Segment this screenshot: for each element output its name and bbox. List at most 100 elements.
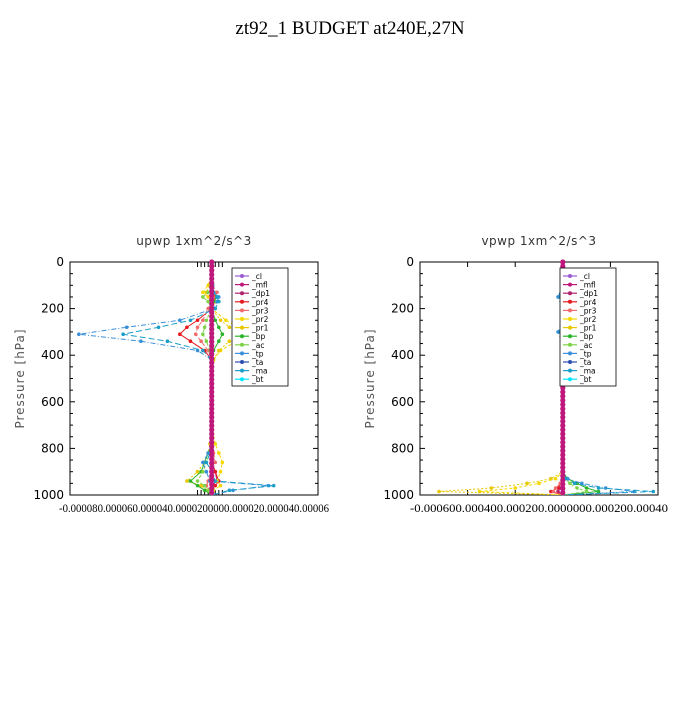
series-line-pr2 bbox=[202, 262, 252, 495]
legend-marker-bt bbox=[240, 377, 244, 382]
series-marker-tp bbox=[124, 325, 129, 330]
zero-profile-marker bbox=[209, 351, 215, 357]
series-marker-ac bbox=[201, 332, 205, 337]
zero-profile-marker bbox=[560, 422, 566, 429]
zero-profile-marker bbox=[209, 439, 215, 445]
zero-profile-marker bbox=[560, 477, 566, 483]
series-marker-ma bbox=[213, 306, 218, 311]
series-marker-pr1 bbox=[218, 318, 223, 323]
zero-profile-marker bbox=[560, 448, 566, 454]
zero-profile-marker bbox=[209, 288, 215, 294]
zero-profile-marker bbox=[560, 469, 566, 475]
y-tick-label: 800 bbox=[391, 441, 414, 455]
legend-label-cl: _cl bbox=[251, 272, 262, 281]
series-marker-ac bbox=[202, 325, 207, 330]
series-marker-bp bbox=[213, 318, 218, 323]
zero-profile-marker bbox=[209, 263, 215, 269]
zero-profile-marker bbox=[209, 318, 215, 324]
y-tick-label: 600 bbox=[391, 395, 414, 409]
series-marker-pr2 bbox=[553, 476, 558, 481]
zero-profile-marker bbox=[560, 485, 566, 492]
series-marker-ma bbox=[213, 479, 218, 483]
series-marker-tp bbox=[178, 318, 182, 323]
legend-marker-cl bbox=[240, 274, 244, 278]
series-marker-pr3 bbox=[553, 486, 558, 490]
series-marker-ac bbox=[568, 481, 572, 486]
series-marker-ma bbox=[651, 489, 656, 494]
legend-marker-ta bbox=[568, 360, 572, 364]
legend-label-pr4: _pr4 bbox=[579, 298, 597, 307]
series-marker-ma bbox=[215, 295, 219, 299]
series-marker-ac bbox=[575, 486, 579, 490]
zero-profile-marker bbox=[209, 343, 215, 349]
zero-profile-marker bbox=[209, 313, 215, 320]
legend-label-pr1: _pr1 bbox=[579, 324, 597, 333]
legend-label-pr4: _pr4 bbox=[251, 298, 269, 307]
zero-profile-marker bbox=[209, 339, 215, 345]
legend-marker-pr4 bbox=[568, 299, 572, 304]
zero-profile-marker bbox=[209, 297, 215, 303]
series-marker-pr3 bbox=[193, 332, 198, 337]
zero-profile-marker bbox=[209, 406, 215, 412]
legend-marker-mfl bbox=[240, 282, 244, 287]
zero-profile-marker bbox=[209, 292, 215, 299]
legend-marker-ac bbox=[568, 342, 572, 347]
series-marker-tp bbox=[603, 486, 608, 490]
zero-profile-marker bbox=[209, 326, 215, 332]
series-marker-ac bbox=[201, 469, 205, 474]
zero-profile-marker bbox=[209, 389, 215, 395]
zero-profile-marker bbox=[209, 464, 215, 471]
series-marker-pr2 bbox=[217, 451, 221, 455]
x-tick-labels: -0.000080.000060.000040.0000200000.00002… bbox=[59, 501, 329, 515]
zero-profile-marker bbox=[209, 473, 215, 479]
series-marker-pr1 bbox=[489, 486, 494, 490]
series-marker-ma bbox=[217, 299, 221, 304]
legend-marker-bp bbox=[240, 334, 244, 339]
zero-profile-marker bbox=[209, 309, 215, 315]
series-marker-ma bbox=[227, 488, 232, 493]
legend-label-bp: _bp bbox=[579, 332, 594, 341]
zero-profile-marker bbox=[209, 271, 215, 278]
zero-profile-marker bbox=[209, 485, 215, 492]
legend-label-ac: _ac bbox=[251, 341, 264, 350]
series-marker-ac bbox=[584, 489, 589, 494]
zero-profile-marker bbox=[209, 490, 215, 496]
series-line-pr2 bbox=[479, 262, 566, 495]
series-marker-pr3 bbox=[201, 318, 205, 323]
legend-label-mfl: _mfl bbox=[579, 281, 596, 290]
chart-title: upwp 1xm^2/s^3 bbox=[136, 234, 252, 248]
zero-profile-marker bbox=[209, 422, 215, 429]
series-marker-tp bbox=[204, 469, 209, 474]
zero-profile-marker bbox=[209, 276, 215, 282]
series-marker-pr1 bbox=[549, 476, 553, 481]
series-marker-ac bbox=[195, 479, 200, 483]
legend-label-dp1: _dp1 bbox=[251, 289, 270, 298]
y-tick-label: 1000 bbox=[33, 488, 64, 502]
series-marker-pr1 bbox=[195, 469, 200, 474]
zero-profile-marker bbox=[560, 397, 566, 404]
series-marker-ma bbox=[156, 325, 161, 330]
series-marker-ma bbox=[201, 348, 205, 353]
figure-title: zt92_1 BUDGET at240E,27N bbox=[235, 18, 465, 39]
zero-profile-marker bbox=[209, 372, 215, 378]
legend-marker-tp bbox=[568, 351, 572, 356]
zero-profile-marker bbox=[209, 469, 215, 475]
legend-marker-pr2 bbox=[240, 317, 244, 321]
zero-profile-marker bbox=[209, 427, 215, 433]
series-marker-ma bbox=[204, 460, 209, 465]
y-tick-label: 600 bbox=[41, 395, 64, 409]
legend-marker-pr1 bbox=[568, 325, 572, 330]
legend-label-pr2: _pr2 bbox=[579, 315, 597, 324]
series-marker-pr2 bbox=[224, 318, 228, 323]
series-marker-bp bbox=[220, 332, 225, 337]
zero-profile-marker bbox=[560, 259, 566, 265]
series-marker-pr1 bbox=[185, 479, 189, 483]
legend-label-tp: _tp bbox=[579, 349, 592, 358]
series-marker-ma bbox=[165, 339, 170, 344]
legend-marker-bt bbox=[568, 377, 572, 382]
zero-profile-marker bbox=[209, 410, 215, 416]
series-marker-ac bbox=[206, 488, 210, 493]
y-tick-label: 0 bbox=[56, 255, 64, 269]
y-tick-label: 800 bbox=[41, 441, 64, 455]
